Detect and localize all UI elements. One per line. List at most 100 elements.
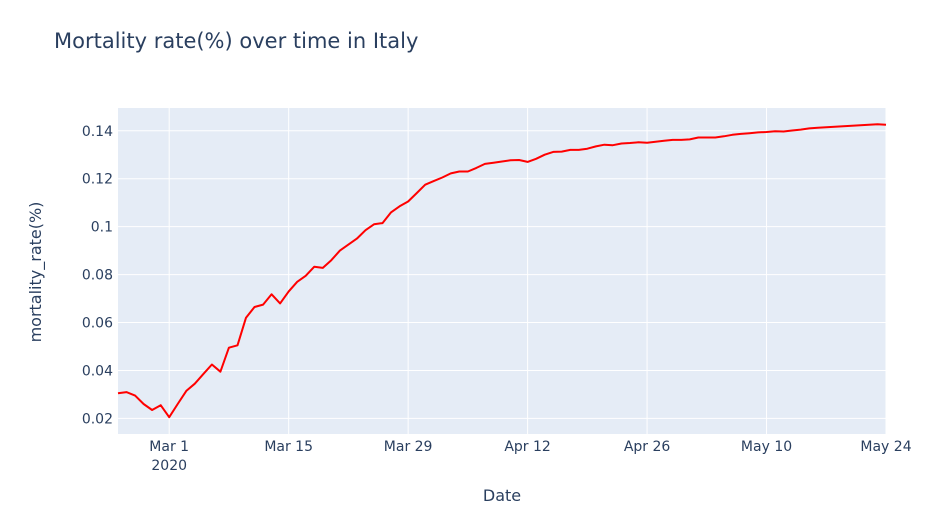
data-point	[834, 126, 836, 128]
data-point	[399, 205, 401, 207]
y-tick-label: 0.06	[82, 316, 113, 332]
data-point	[347, 244, 349, 246]
data-point	[655, 141, 657, 143]
data-point	[851, 125, 853, 127]
data-point	[578, 149, 580, 151]
data-point	[467, 171, 469, 173]
data-point	[288, 290, 290, 292]
data-point	[177, 403, 179, 405]
data-point	[262, 304, 264, 306]
plot-area	[118, 108, 886, 434]
y-axis-title: mortality_rate(%)	[26, 202, 46, 343]
data-point	[202, 373, 204, 375]
data-point	[612, 144, 614, 146]
data-point	[646, 142, 648, 144]
data-point	[134, 395, 136, 397]
x-tick-label: Apr 26	[624, 439, 671, 455]
chart-title: Mortality rate(%) over time in Italy	[54, 29, 418, 53]
data-point	[160, 404, 162, 406]
data-point	[723, 135, 725, 137]
data-point	[279, 302, 281, 304]
data-point	[535, 158, 537, 160]
data-point	[475, 167, 477, 169]
data-point	[424, 184, 426, 186]
data-point	[595, 145, 597, 147]
data-point	[527, 161, 529, 163]
data-point	[254, 306, 256, 308]
y-tick-label: 0.14	[82, 124, 113, 140]
data-point	[586, 148, 588, 150]
data-point	[749, 132, 751, 134]
data-point	[569, 149, 571, 151]
data-point	[603, 144, 605, 146]
data-point	[501, 161, 503, 163]
data-point	[689, 138, 691, 140]
data-point	[629, 142, 631, 144]
data-point	[356, 238, 358, 240]
data-point	[680, 139, 682, 141]
data-point	[774, 130, 776, 132]
x-axis-title: Date	[483, 486, 521, 505]
data-point	[859, 124, 861, 126]
x-tick-label: Mar 15	[264, 439, 313, 455]
x-tick-label: Apr 12	[504, 439, 550, 455]
x-tick-label: May 24	[860, 439, 911, 455]
data-point	[697, 137, 699, 139]
data-point	[800, 129, 802, 131]
data-point	[305, 275, 307, 277]
data-point	[416, 192, 418, 194]
data-point	[313, 266, 315, 268]
data-point	[185, 390, 187, 392]
data-point	[740, 133, 742, 135]
data-point	[151, 409, 153, 411]
data-point	[561, 151, 563, 153]
data-point	[450, 172, 452, 174]
data-point	[117, 392, 119, 394]
x-tick-sublabel: 2020	[151, 458, 187, 474]
data-point	[493, 162, 495, 164]
y-tick-label: 0.12	[82, 172, 113, 188]
data-point	[638, 141, 640, 143]
data-point	[194, 383, 196, 385]
data-point	[842, 125, 844, 127]
data-point	[365, 229, 367, 231]
data-point	[322, 267, 324, 269]
data-point	[552, 151, 554, 153]
data-point	[441, 177, 443, 179]
data-point	[757, 131, 759, 133]
data-point	[885, 124, 887, 126]
x-tick-label: May 10	[741, 439, 792, 455]
data-point	[714, 137, 716, 139]
data-point	[877, 123, 879, 125]
data-point	[621, 143, 623, 145]
y-tick-label: 0.04	[82, 363, 113, 379]
series-line	[117, 123, 887, 419]
data-point	[766, 131, 768, 133]
data-point	[407, 201, 409, 203]
y-tick-label: 0.08	[82, 268, 113, 284]
data-point	[731, 134, 733, 136]
data-point	[168, 416, 170, 418]
data-point	[518, 159, 520, 161]
data-point	[791, 130, 793, 132]
data-point	[245, 317, 247, 319]
data-point	[433, 180, 435, 182]
data-point	[296, 281, 298, 283]
data-point	[672, 139, 674, 141]
data-point	[373, 223, 375, 225]
data-point	[390, 211, 392, 213]
data-point	[237, 344, 239, 346]
data-point	[484, 163, 486, 165]
data-point	[228, 347, 230, 349]
data-point	[126, 391, 128, 393]
data-point	[706, 137, 708, 139]
x-tick-label: Mar 29	[384, 439, 433, 455]
data-point	[544, 154, 546, 156]
data-point	[458, 171, 460, 173]
data-point	[271, 293, 273, 295]
y-tick-label: 0.1	[91, 220, 113, 236]
data-point	[868, 124, 870, 126]
data-point	[382, 222, 384, 224]
